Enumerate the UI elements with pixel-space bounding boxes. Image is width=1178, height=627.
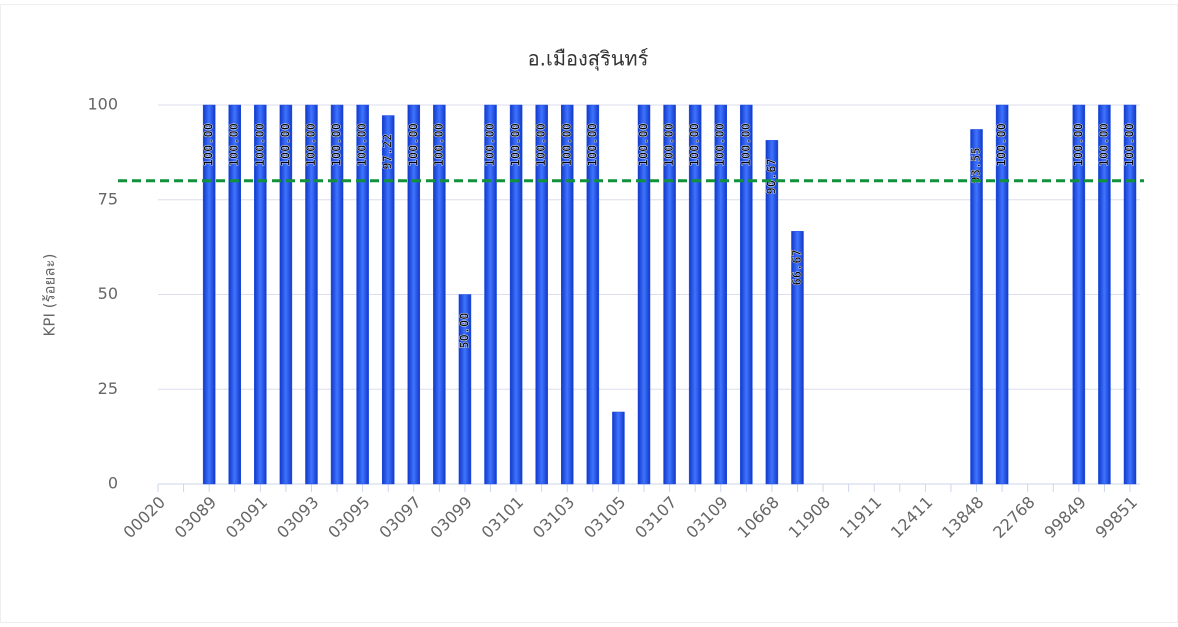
bar [381,115,395,485]
bar [561,104,574,485]
data-label: 100.00 [585,123,599,166]
bar [305,104,318,485]
bar [688,104,702,485]
bar [407,104,421,485]
bar [765,140,779,485]
data-label: 100.00 [1097,123,1111,166]
y-tick-label: 0 [108,474,118,493]
data-label: 100.00 [406,123,420,166]
bar [279,104,293,485]
y-axis-label: KPI (ร้อยละ) [41,254,59,337]
bar [995,104,1009,485]
data-label: 100.00 [995,123,1009,166]
bar [356,104,369,485]
y-tick-label: 75 [98,189,118,208]
bar [714,104,727,485]
data-label: 100.00 [637,123,651,166]
bar [484,104,497,485]
bar [254,104,267,485]
bar [433,104,446,485]
data-label: 100.00 [355,123,369,166]
data-label: 100.00 [739,123,753,166]
chart-title: อ.เมืองสุรินทร์ [528,47,649,72]
bar [202,104,216,485]
y-tick-label: 25 [98,379,118,398]
bar [458,294,472,485]
data-label: 100.00 [483,123,497,166]
bar [740,104,753,485]
data-label: 100.00 [304,123,318,166]
bar [535,104,548,485]
bar [612,411,625,485]
bar [970,129,983,485]
data-label: 100.00 [330,123,344,166]
data-label: 100.00 [253,123,267,166]
bar [330,104,344,485]
data-label: 100.00 [534,123,548,166]
bar [663,104,676,485]
data-label: 100.00 [662,123,676,166]
data-label: 93.55 [969,147,983,183]
data-label: 100.00 [509,123,523,166]
data-label: 66.67 [790,249,804,285]
data-label: 100.00 [688,123,702,166]
data-label: 100.00 [713,123,727,166]
y-tick-label: 100 [87,95,118,114]
data-label: 100.00 [560,123,574,166]
data-label: 100.00 [1071,123,1085,166]
bar [1098,104,1111,485]
data-label: 97.22 [381,134,395,170]
data-label: 100.00 [202,123,216,166]
bar [1123,104,1137,485]
data-label: 100.00 [1123,123,1137,166]
bar [1072,104,1086,485]
data-label: 50.00 [457,313,471,349]
bar [228,104,241,485]
data-label: 100.00 [278,123,292,166]
y-tick-label: 50 [98,284,118,303]
bar [637,104,651,485]
bar [791,231,804,485]
bar [509,104,523,485]
bar [586,104,600,485]
data-label: 90.67 [764,158,778,194]
data-label: 100.00 [227,123,241,166]
data-label: 100.00 [432,123,446,166]
